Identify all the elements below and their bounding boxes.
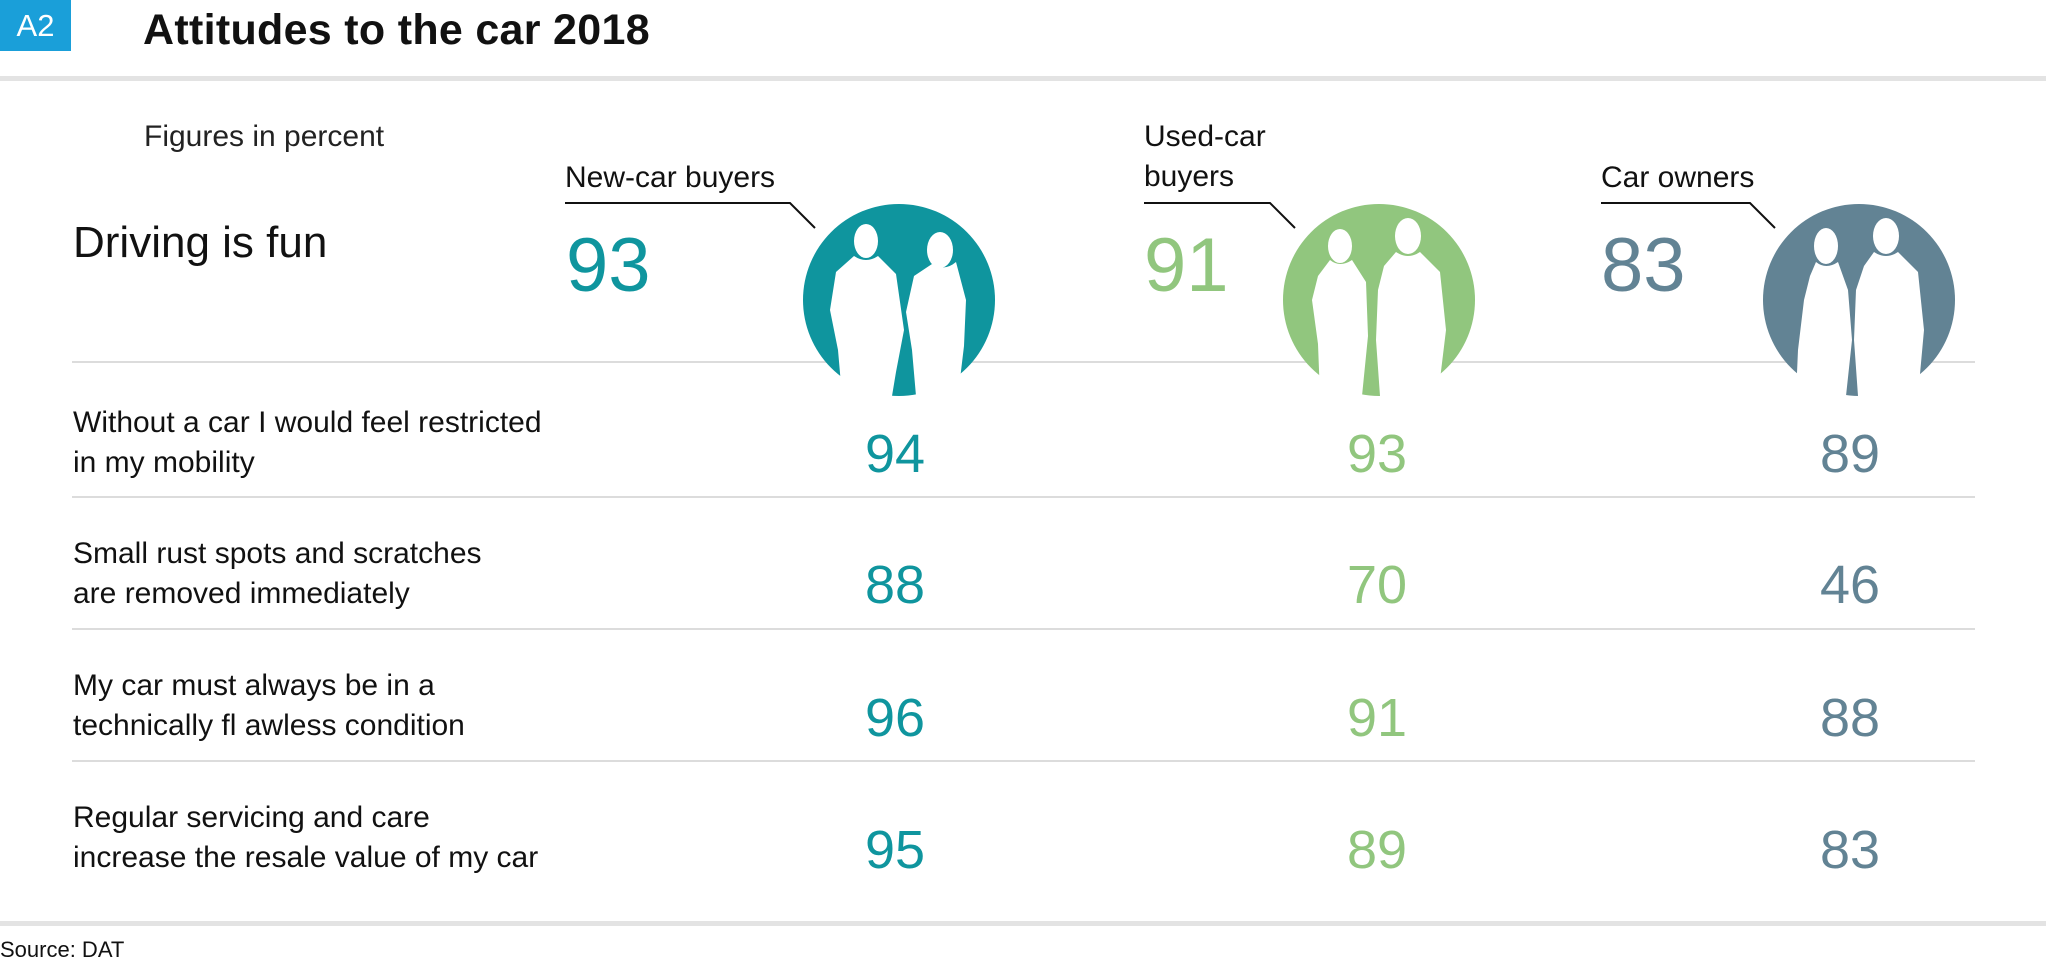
value-servicing-used-car: 89 [1346, 820, 1408, 880]
value-flawless-new-car: 96 [864, 688, 926, 748]
row-label-driving-is-fun: Driving is fun [73, 218, 328, 267]
value-restricted-new-car: 94 [864, 424, 926, 484]
row-divider [72, 361, 1975, 363]
value-rust-new-car: 88 [864, 555, 926, 615]
row-label-line: are removed immediately [73, 577, 410, 610]
chart-subtitle: Figures in percent [144, 120, 385, 153]
row-divider [72, 628, 1975, 630]
source-note: Source: DAT [0, 937, 125, 962]
value-flawless-used-car: 91 [1346, 688, 1408, 748]
row-label-line: My car must always be in a [73, 669, 435, 702]
leader-line-car-owners [1601, 202, 1776, 229]
section-badge: A2 [0, 0, 71, 51]
value-driving-fun-used-car: 91 [1144, 223, 1229, 308]
row-label-line: in my mobility [73, 446, 255, 479]
group-label-line: New-car buyers [565, 161, 776, 194]
group-label-new-car-buyers: New-car buyers [565, 158, 775, 198]
value-rust-car-owners: 46 [1819, 555, 1881, 615]
value-servicing-new-car: 95 [864, 820, 926, 880]
bottom-divider [0, 921, 2046, 926]
value-restricted-used-car: 93 [1346, 424, 1408, 484]
value-restricted-car-owners: 89 [1819, 424, 1881, 484]
value-servicing-car-owners: 83 [1819, 820, 1881, 880]
group-label-car-owners: Car owners [1601, 158, 1754, 198]
couple-silhouette-icon [803, 204, 995, 396]
row-label-line: Without a car I would feel restricted [73, 406, 542, 439]
couple-silhouette-icon [1763, 204, 1955, 396]
row-label-line: Small rust spots and scratches [73, 537, 482, 570]
row-divider [72, 760, 1975, 762]
row-label-rust-spots: Small rust spots and scratches are remov… [73, 534, 482, 614]
group-label-line: buyers [1144, 160, 1235, 193]
row-label-flawless-condition: My car must always be in a technically f… [73, 666, 465, 746]
leader-line-used-car [1144, 202, 1296, 229]
value-flawless-car-owners: 88 [1819, 688, 1881, 748]
group-label-line: Used-car [1144, 120, 1266, 153]
row-label-line: Regular servicing and care [73, 801, 430, 834]
value-driving-fun-new-car: 93 [566, 223, 651, 308]
value-rust-used-car: 70 [1346, 555, 1408, 615]
group-label-line: Car owners [1601, 161, 1755, 194]
row-label-restricted-mobility: Without a car I would feel restricted in… [73, 403, 542, 483]
chart-title: Attitudes to the car 2018 [143, 6, 650, 54]
value-driving-fun-car-owners: 83 [1601, 223, 1686, 308]
row-label-line: increase the resale value of my car [73, 841, 539, 874]
group-label-used-car-buyers: Used-car buyers [1144, 117, 1266, 197]
leader-line-new-car [565, 202, 816, 229]
row-label-line: technically fl awless condition [73, 709, 465, 742]
row-label-regular-servicing: Regular servicing and care increase the … [73, 798, 538, 878]
couple-silhouette-icon [1283, 204, 1475, 396]
row-divider [72, 496, 1975, 498]
top-divider [0, 76, 2046, 81]
